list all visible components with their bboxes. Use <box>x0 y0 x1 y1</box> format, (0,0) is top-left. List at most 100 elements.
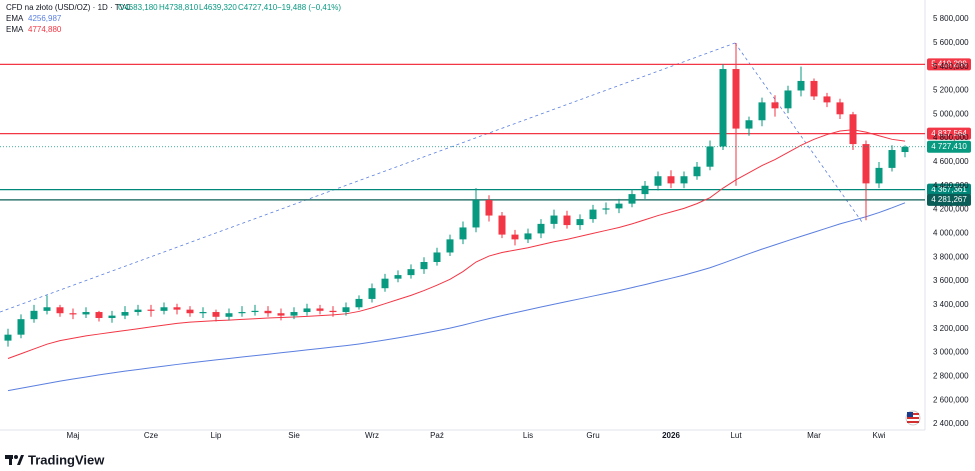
candle-body <box>199 312 207 314</box>
candle-body <box>43 307 51 311</box>
brand: TradingView <box>28 452 105 467</box>
candle-body <box>160 307 168 311</box>
candle-body <box>4 334 12 341</box>
candle-body <box>290 312 298 316</box>
candle-body <box>251 310 259 313</box>
candle-body <box>823 96 831 103</box>
close: C4727,410 <box>238 3 278 12</box>
y-tick-label: 4 000,000 <box>933 229 969 238</box>
candle-body <box>862 144 870 184</box>
x-tick-label: Gru <box>586 431 599 440</box>
y-tick-label: 4 200,000 <box>933 205 969 214</box>
candle-body <box>758 102 766 121</box>
price-tag <box>927 140 971 153</box>
candle-body <box>108 315 116 318</box>
candle-body <box>459 227 467 240</box>
candle-body <box>875 167 883 184</box>
candle-body <box>82 312 90 315</box>
y-tick-label: 2 600,000 <box>933 395 969 404</box>
candle-body <box>550 215 558 224</box>
price-tag-label: 4 837,564 <box>931 129 967 138</box>
x-tick-label: 2026 <box>662 431 680 440</box>
candle-body <box>173 307 181 310</box>
price-tag <box>927 127 971 140</box>
y-tick-label: 4 800,000 <box>933 133 969 142</box>
x-tick-label: Lis <box>523 431 533 440</box>
candle-body <box>524 233 532 240</box>
candle-body <box>95 312 103 318</box>
candle-body <box>342 307 350 313</box>
ema-line <box>7 202 906 392</box>
flag-icon[interactable] <box>905 410 921 426</box>
legend-name: EMA <box>6 14 24 23</box>
y-tick-label: 3 800,000 <box>933 252 969 261</box>
legend-name: EMA <box>6 25 24 34</box>
price-tag-label: 4 281,267 <box>931 195 967 204</box>
y-tick-label: 4 600,000 <box>933 157 969 166</box>
candle-body <box>797 80 805 91</box>
candle-body <box>355 298 363 308</box>
candle-body <box>602 208 610 210</box>
candle-body <box>745 120 753 129</box>
trend-line <box>734 42 863 223</box>
candle-body <box>368 288 376 299</box>
price-tag <box>927 193 971 206</box>
candle-body <box>277 313 285 316</box>
candle-body <box>381 278 389 289</box>
y-tick-label: 3 400,000 <box>933 300 969 309</box>
candle-body <box>771 102 779 109</box>
candle-body <box>433 252 441 262</box>
x-tick-label: Sie <box>288 431 300 440</box>
y-tick-label: 2 800,000 <box>933 371 969 380</box>
candle-body <box>238 312 246 314</box>
price-tag-label: 4 727,410 <box>931 142 967 151</box>
x-tick-label: Mar <box>807 431 821 440</box>
candle-body <box>693 166 701 177</box>
symbol: CFD na złoto (USD/OZ) · 1D · TVC <box>6 3 131 12</box>
high: H4738,810 <box>159 3 199 12</box>
candle-body <box>186 309 194 314</box>
candle-body <box>719 69 727 147</box>
price-tag-label: 5 419,209 <box>931 59 967 68</box>
candle-body <box>654 176 662 186</box>
candle-body <box>628 194 636 204</box>
candle-body <box>225 313 233 317</box>
candle-body <box>407 269 415 276</box>
candle-body <box>56 307 64 314</box>
candle-body <box>537 223 545 234</box>
candle-body <box>420 262 428 270</box>
candle-body <box>485 200 493 216</box>
candle-body <box>641 185 649 195</box>
legend-value: 4256,987 <box>28 14 62 23</box>
open: O4683,180 <box>118 3 158 12</box>
candle-body <box>576 219 584 226</box>
price-tag-label: 4 367,361 <box>931 185 967 194</box>
candle-body <box>134 309 142 313</box>
y-tick-label: 3 200,000 <box>933 324 969 333</box>
candle-body <box>706 146 714 167</box>
legend-value: 4774,880 <box>28 25 62 34</box>
y-tick-label: 3 600,000 <box>933 276 969 285</box>
candle-body <box>784 90 792 109</box>
candle-body <box>498 215 506 235</box>
candle-body <box>303 308 311 313</box>
candle-body <box>316 308 324 311</box>
y-tick-label: 5 400,000 <box>933 62 969 71</box>
candle-body <box>472 200 480 228</box>
x-tick-label: Maj <box>67 431 80 440</box>
candle-body <box>30 310 38 320</box>
plot <box>0 43 925 392</box>
y-tick-label: 4 400,000 <box>933 181 969 190</box>
y-tick-label: 5 600,000 <box>933 38 969 47</box>
y-tick-label: 3 000,000 <box>933 348 969 357</box>
change: −19,488 (−0,41%) <box>277 3 341 12</box>
candle-body <box>264 310 272 314</box>
candle-body <box>810 80 818 97</box>
y-tick-label: 5 800,000 <box>933 14 969 23</box>
x-tick-label: Lut <box>730 431 742 440</box>
candle-body <box>121 312 129 316</box>
candle-body <box>888 150 896 168</box>
candle-body <box>563 215 571 226</box>
